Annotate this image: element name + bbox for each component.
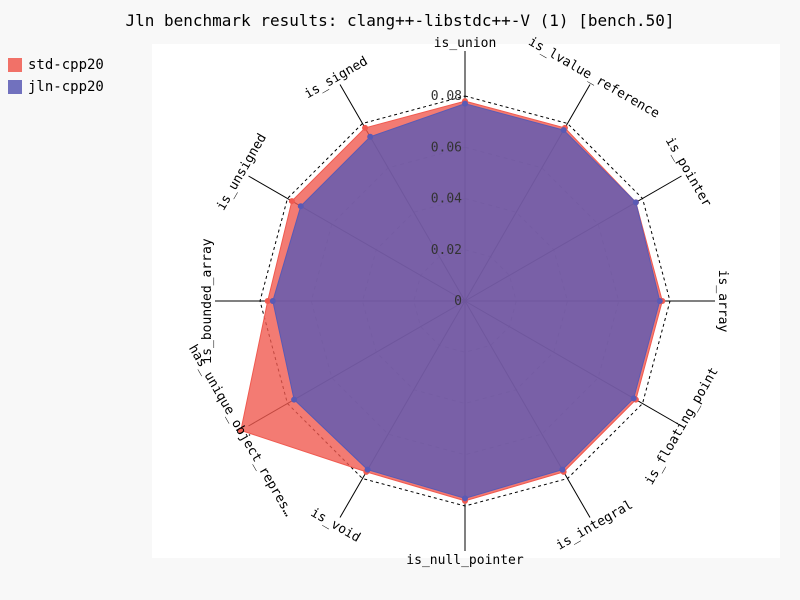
- data-point: [291, 396, 298, 403]
- data-point: [632, 199, 639, 206]
- category-label: is_signed: [302, 54, 371, 102]
- radial-tick-label: 0: [454, 294, 462, 309]
- data-point: [462, 100, 468, 107]
- legend: std-cpp20 jln-cpp20: [8, 54, 104, 98]
- data-point: [297, 203, 304, 210]
- data-point: [237, 427, 244, 434]
- data-point: [559, 466, 566, 473]
- data-point: [560, 127, 567, 134]
- legend-swatch: [8, 80, 22, 94]
- legend-swatch: [8, 58, 22, 72]
- category-label: is_lvalue_reference: [526, 34, 662, 121]
- radial-tick-label: 0.08: [431, 89, 462, 104]
- category-label: is_unsigned: [214, 131, 270, 213]
- data-point: [367, 133, 374, 140]
- category-label: is_null_pointer: [406, 553, 524, 568]
- radial-tick-label: 0.04: [431, 192, 462, 207]
- category-label: is_floating_point: [642, 365, 722, 488]
- data-point: [264, 298, 271, 304]
- data-point: [364, 466, 371, 473]
- data-point: [362, 124, 369, 131]
- legend-label: jln-cpp20: [28, 79, 104, 95]
- radial-tick-label: 0.02: [431, 243, 462, 258]
- data-point: [656, 298, 663, 304]
- category-label: is_void: [308, 505, 363, 545]
- chart-title: Jln benchmark results: clang++-libstdc++…: [125, 11, 675, 30]
- data-point: [462, 495, 468, 502]
- data-point: [269, 298, 276, 304]
- data-point: [288, 198, 295, 205]
- category-label: is_bounded_array: [200, 238, 215, 363]
- legend-item-jln-cpp20[interactable]: jln-cpp20: [8, 76, 104, 98]
- category-label: is_union: [434, 36, 497, 51]
- category-label: is_integral: [554, 498, 636, 554]
- data-point: [630, 395, 637, 402]
- category-label: is_pointer: [662, 135, 714, 210]
- legend-item-std-cpp20[interactable]: std-cpp20: [8, 54, 104, 76]
- radial-tick-label: 0.06: [431, 140, 462, 155]
- legend-label: std-cpp20: [28, 57, 104, 73]
- category-label: is_array: [715, 270, 730, 333]
